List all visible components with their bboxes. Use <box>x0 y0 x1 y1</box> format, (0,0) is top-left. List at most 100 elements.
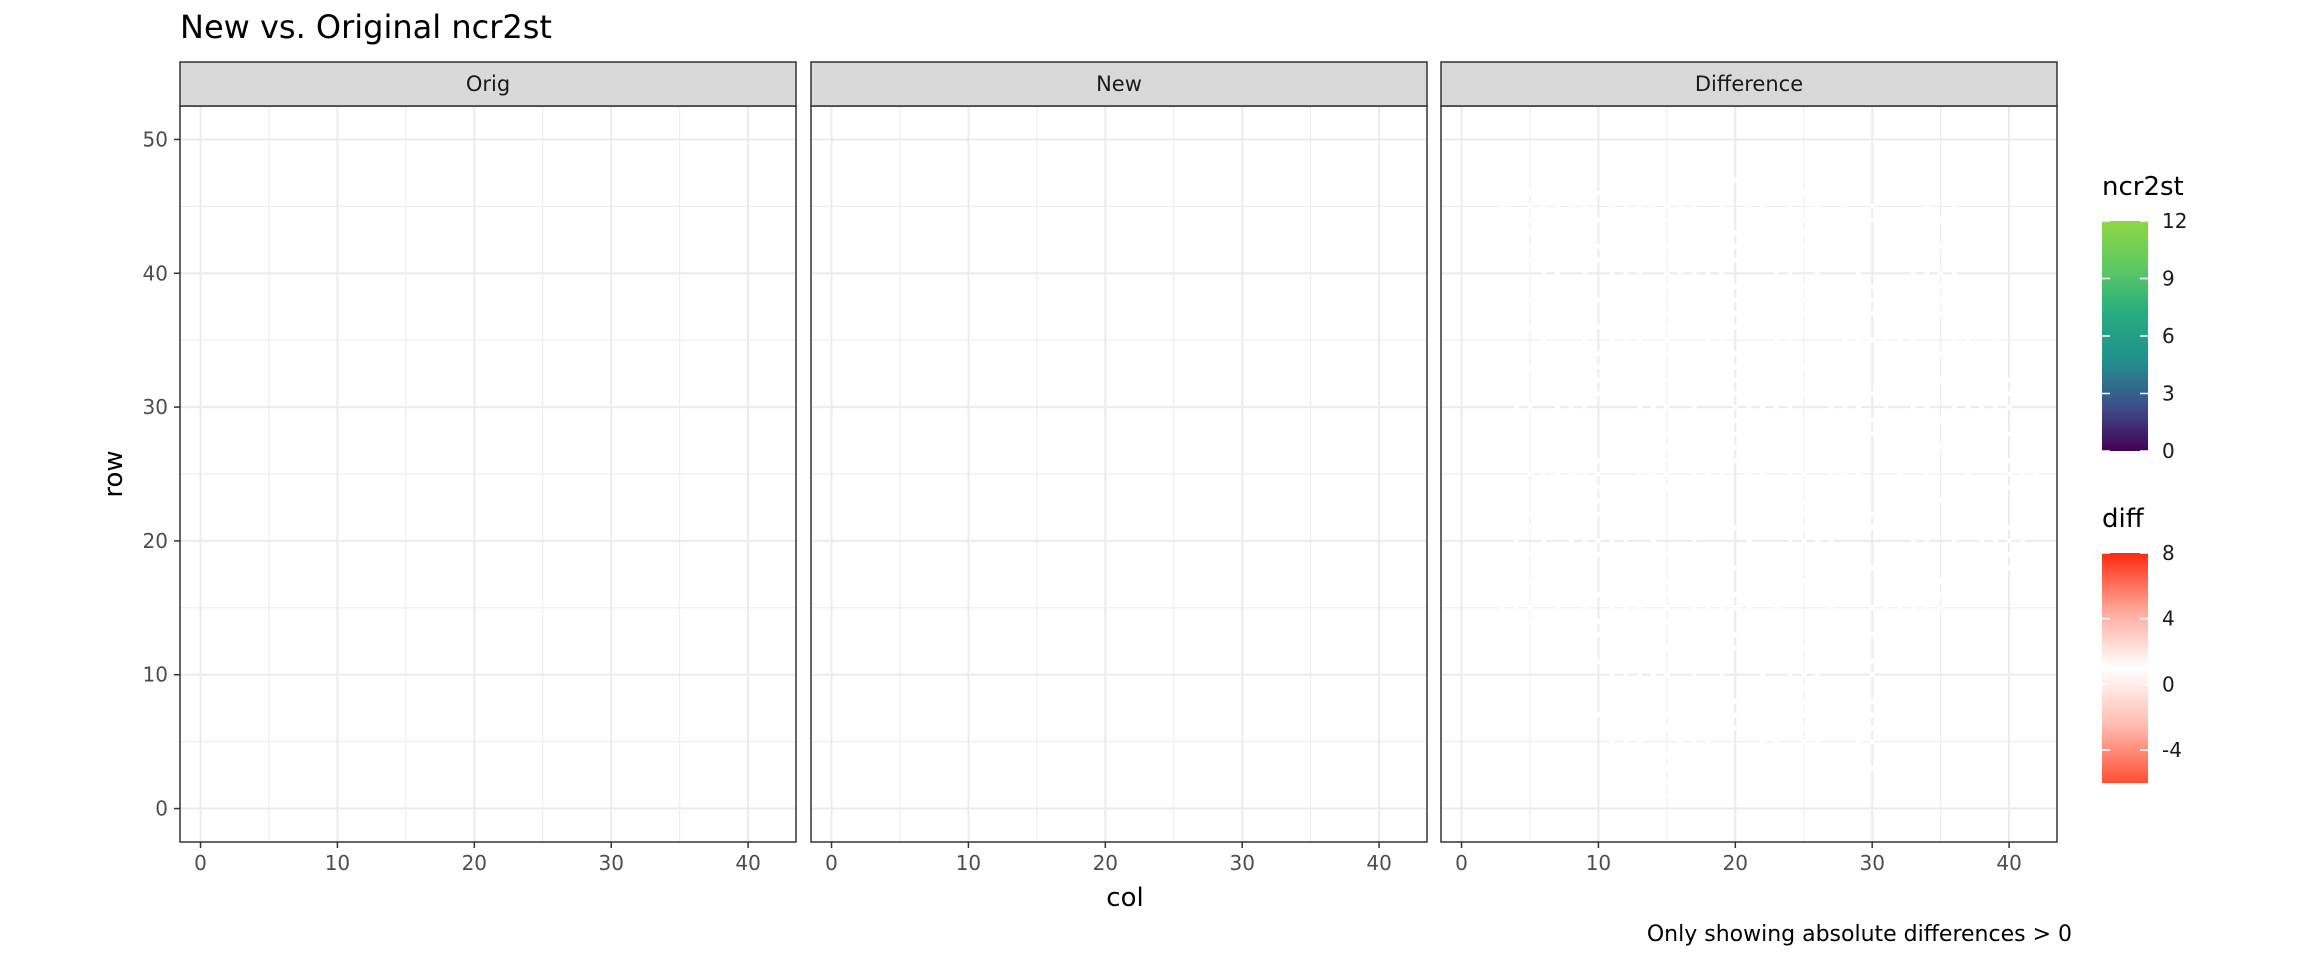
diff-point <box>1554 324 1560 330</box>
diff-point <box>1938 377 1944 383</box>
diff-point <box>1815 766 1820 771</box>
diff-point <box>1869 632 1875 637</box>
diff-point <box>1568 444 1574 450</box>
diff-point <box>1732 297 1738 303</box>
diff-point <box>1924 484 1930 490</box>
x-tick-label: 30 <box>1229 851 1254 875</box>
diff-point <box>1965 404 1971 410</box>
diff-point <box>1787 458 1793 464</box>
diff-point <box>1691 592 1697 597</box>
diff-point <box>1500 284 1505 290</box>
diff-point <box>1869 658 1875 664</box>
diff-point <box>1910 592 1916 597</box>
diff-point <box>1609 538 1615 544</box>
diff-point <box>1815 712 1820 718</box>
diff-point <box>1787 311 1793 316</box>
diff-point <box>1678 779 1683 785</box>
diff-point <box>1732 605 1738 611</box>
diff-point <box>1513 538 1519 544</box>
diff-point <box>1623 337 1629 343</box>
diff-point <box>1719 699 1725 704</box>
diff-point <box>1787 351 1793 356</box>
diff-point <box>1993 364 1998 370</box>
diff-point <box>1910 605 1916 611</box>
diff-point <box>1910 377 1916 383</box>
diff-point <box>1705 658 1711 664</box>
diff-point <box>1609 511 1615 517</box>
diff-point <box>1883 337 1889 343</box>
diff-point <box>1787 404 1793 410</box>
diff-point <box>1664 377 1670 383</box>
diff-point <box>1650 404 1656 410</box>
diff-point <box>1760 364 1766 370</box>
diff-point <box>1828 766 1834 771</box>
diff-point <box>1993 337 1998 343</box>
diff-point <box>1637 498 1642 504</box>
diff-point <box>1596 324 1601 330</box>
diff-point <box>1732 592 1738 597</box>
diff-point <box>1541 364 1547 370</box>
diff-point <box>1815 725 1820 731</box>
diff-point <box>1609 685 1615 691</box>
diff-point <box>1760 311 1766 316</box>
diff-point <box>1691 645 1697 651</box>
diff-point <box>1828 618 1834 624</box>
diff-point <box>1828 699 1834 704</box>
diff-point <box>1650 538 1656 544</box>
diff-point <box>1568 658 1574 664</box>
diff-point <box>1554 511 1560 517</box>
diff-point <box>1828 498 1834 504</box>
diff-point <box>1979 324 1985 330</box>
diff-point <box>1938 578 1944 584</box>
diff-point <box>1691 484 1697 490</box>
diff-point <box>1842 471 1848 477</box>
diff-point <box>1637 792 1642 798</box>
diff-point <box>1746 618 1752 624</box>
diff-point <box>1678 699 1683 704</box>
diff-point <box>1664 431 1670 437</box>
diff-point <box>1924 565 1930 571</box>
diff-point <box>1596 498 1601 504</box>
diff-point <box>1938 605 1944 611</box>
diff-point <box>1705 725 1711 731</box>
diff-point <box>1801 712 1807 718</box>
diff-point <box>1623 377 1629 383</box>
diff-point <box>1842 592 1848 597</box>
diff-point <box>1596 364 1601 370</box>
diff-point <box>1951 337 1957 343</box>
diff-point <box>1856 685 1861 691</box>
diff-point <box>1801 391 1807 397</box>
diff-point <box>1554 592 1560 597</box>
diff-point <box>1869 605 1875 611</box>
diff-point <box>1773 725 1779 731</box>
diff-point <box>1527 511 1533 517</box>
diff-point <box>1869 297 1875 303</box>
diff-point <box>1678 377 1683 383</box>
diff-point <box>1951 592 1957 597</box>
diff-point <box>1719 337 1725 343</box>
diff-point <box>1582 578 1588 584</box>
diff-point <box>1773 551 1779 557</box>
diff-point <box>1856 337 1861 343</box>
diff-point <box>1691 538 1697 544</box>
diff-point <box>1815 632 1820 637</box>
diff-point <box>1664 605 1670 611</box>
diff-point <box>1773 458 1779 464</box>
diff-point <box>1869 391 1875 397</box>
diff-point <box>1910 324 1916 330</box>
diff-point <box>1554 364 1560 370</box>
diff-point <box>1760 351 1766 356</box>
diff-point <box>1869 511 1875 517</box>
diff-point <box>1951 431 1957 437</box>
diff-point <box>1746 444 1752 450</box>
diff-point <box>1979 538 1985 544</box>
diff-point <box>1691 792 1697 798</box>
diff-point <box>1815 297 1820 303</box>
diff-point <box>1979 525 1985 530</box>
diff-point <box>1801 578 1807 584</box>
diff-point <box>1815 645 1820 651</box>
diff-point <box>1842 418 1848 423</box>
diff-point <box>1527 618 1533 624</box>
diff-point <box>1691 364 1697 370</box>
diff-point <box>1664 645 1670 651</box>
